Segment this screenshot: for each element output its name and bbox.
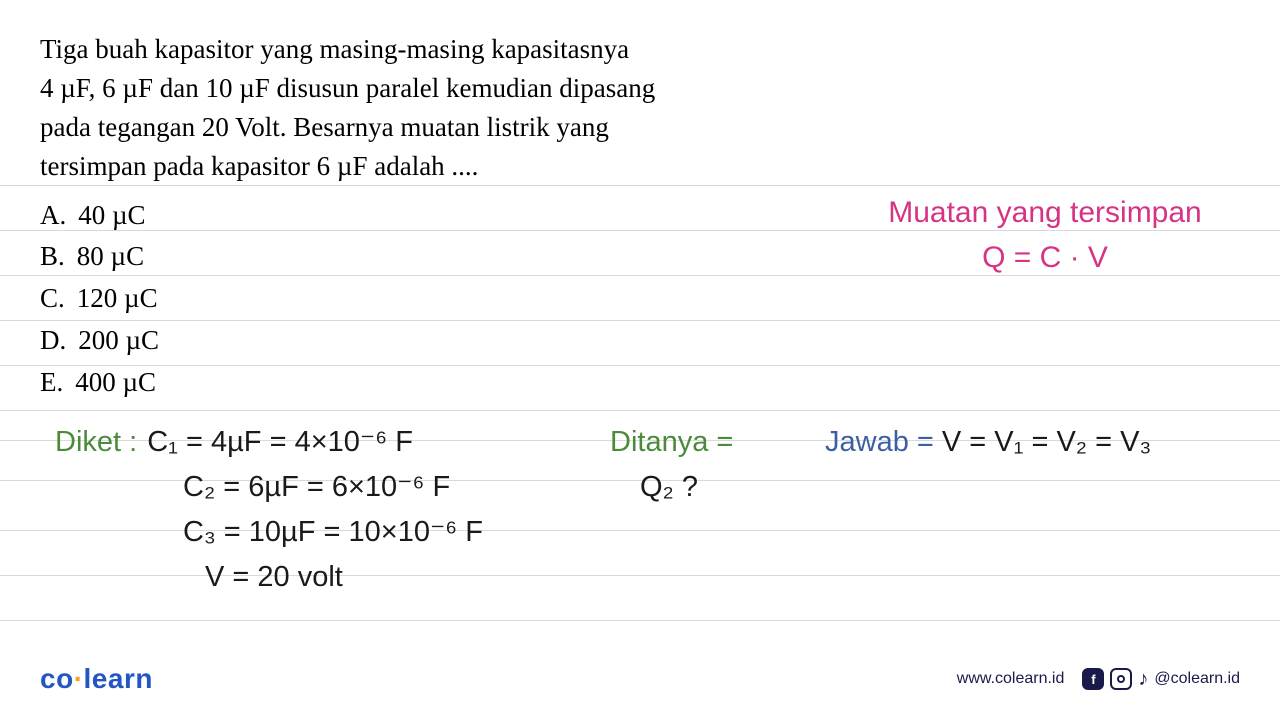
option-b-value: 80 µC	[77, 236, 144, 278]
social-icons: f ♪ @colearn.id	[1082, 668, 1240, 690]
diket-line2: C₂ = 6µF = 6×10⁻⁶ F	[183, 465, 450, 510]
tiktok-icon: ♪	[1138, 669, 1148, 689]
option-c-letter: C.	[40, 278, 65, 320]
diket-label: Diket :	[55, 420, 137, 465]
annotation-line1: Muatan yang tersimpan	[850, 190, 1240, 235]
option-e: E. 400 µC	[40, 362, 1240, 404]
annotation-line2: Q = C · V	[850, 235, 1240, 280]
jawab-value: V = V₁ = V₂ = V₃	[942, 426, 1151, 458]
diket-line4: V = 20 volt	[205, 555, 343, 600]
annotation-formula: Muatan yang tersimpan Q = C · V	[850, 190, 1240, 280]
logo-prefix: co	[40, 663, 74, 694]
option-d: D. 200 µC	[40, 320, 1240, 362]
ditanya-label: Ditanya =	[610, 426, 733, 458]
brand-logo: co·learn	[40, 663, 153, 695]
q-line4: tersimpan pada kapasitor 6 µF adalah ...…	[40, 151, 478, 181]
diket-line3: C₃ = 10µF = 10×10⁻⁶ F	[183, 510, 483, 555]
option-d-value: 200 µC	[78, 320, 159, 362]
q-line1: Tiga buah kapasitor yang masing-masing k…	[40, 34, 629, 64]
footer-right: www.colearn.id f ♪ @colearn.id	[957, 668, 1240, 690]
facebook-icon: f	[1082, 668, 1104, 690]
option-c-value: 120 µC	[77, 278, 158, 320]
option-d-letter: D.	[40, 320, 66, 362]
jawab-column: Jawab = V = V₁ = V₂ = V₃	[825, 420, 1151, 465]
q-line2: 4 µF, 6 µF dan 10 µF disusun paralel kem…	[40, 73, 655, 103]
q-line3: pada tegangan 20 Volt. Besarnya muatan l…	[40, 112, 609, 142]
option-b-letter: B.	[40, 236, 65, 278]
diket-line1: C₁ = 4µF = 4×10⁻⁶ F	[147, 420, 413, 465]
footer-url: www.colearn.id	[957, 670, 1065, 688]
ditanya-value: Q₂ ?	[640, 471, 698, 503]
footer-handle: @colearn.id	[1154, 670, 1240, 688]
logo-dot: ·	[74, 663, 84, 694]
option-a-letter: A.	[40, 195, 66, 237]
option-e-value: 400 µC	[75, 362, 156, 404]
footer: co·learn www.colearn.id f ♪ @colearn.id	[40, 663, 1240, 695]
question-text: Tiga buah kapasitor yang masing-masing k…	[40, 30, 860, 187]
option-e-letter: E.	[40, 362, 63, 404]
handwriting-block: Diket : C₁ = 4µF = 4×10⁻⁶ F C₂ = 6µF = 6…	[55, 420, 1240, 600]
logo-suffix: learn	[84, 663, 153, 694]
jawab-label: Jawab =	[825, 426, 934, 458]
instagram-icon	[1110, 668, 1132, 690]
ditanya-column: Ditanya = Q₂ ?	[610, 420, 733, 510]
option-a-value: 40 µC	[78, 195, 145, 237]
option-c: C. 120 µC	[40, 278, 1240, 320]
